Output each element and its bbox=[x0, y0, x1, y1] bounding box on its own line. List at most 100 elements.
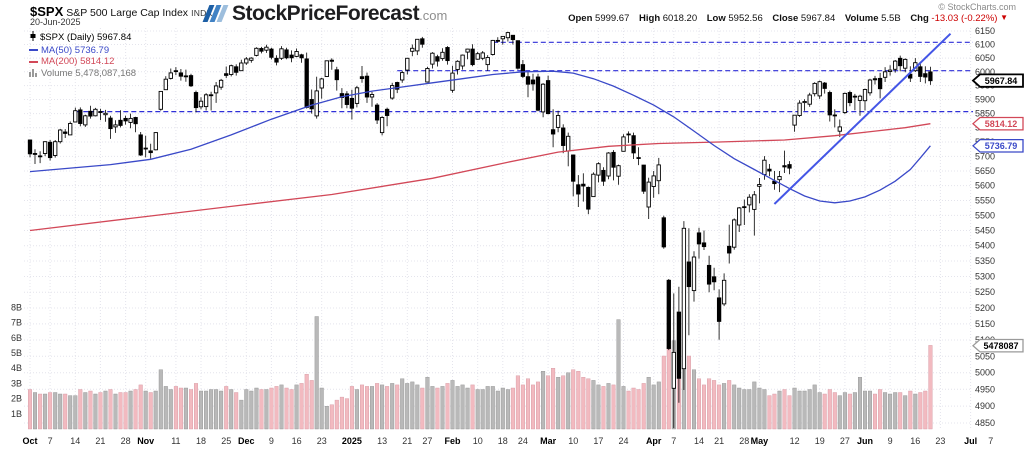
svg-text:13: 13 bbox=[377, 436, 387, 446]
svg-text:21: 21 bbox=[714, 436, 724, 446]
open-label: Open bbox=[568, 13, 593, 24]
svg-text:Apr: Apr bbox=[646, 436, 662, 446]
logo-suffix: .com bbox=[419, 8, 448, 23]
close-value: 5967.84 bbox=[800, 13, 836, 24]
svg-text:21: 21 bbox=[402, 436, 412, 446]
svg-text:9: 9 bbox=[269, 436, 274, 446]
svg-text:5600: 5600 bbox=[975, 181, 995, 191]
svg-text:25: 25 bbox=[221, 436, 231, 446]
svg-text:21: 21 bbox=[95, 436, 105, 446]
svg-text:6100: 6100 bbox=[975, 40, 995, 50]
logo-text: StockPriceForecast bbox=[232, 2, 420, 25]
svg-text:5500: 5500 bbox=[975, 210, 995, 220]
svg-text:27: 27 bbox=[422, 436, 432, 446]
svg-text:17: 17 bbox=[593, 436, 603, 446]
svg-text:5050: 5050 bbox=[975, 351, 995, 361]
chart-legend: $SPX (Daily) 5967.84 MA(50) 5736.79 MA(2… bbox=[29, 31, 136, 80]
ma50-line-icon bbox=[29, 49, 38, 52]
svg-text:24: 24 bbox=[518, 436, 528, 446]
svg-text:5300: 5300 bbox=[975, 272, 995, 282]
svg-text:16: 16 bbox=[292, 436, 302, 446]
svg-text:5150: 5150 bbox=[975, 319, 995, 329]
svg-text:4B: 4B bbox=[11, 363, 22, 373]
symbol: $SPX bbox=[30, 4, 64, 19]
legend-series: $SPX (Daily) 5967.84 bbox=[40, 32, 132, 43]
svg-text:24: 24 bbox=[618, 436, 628, 446]
svg-text:4950: 4950 bbox=[975, 384, 995, 394]
svg-text:28: 28 bbox=[739, 436, 749, 446]
chart-date: 20-Jun-2025 bbox=[30, 17, 81, 27]
svg-text:14: 14 bbox=[70, 436, 80, 446]
svg-text:5350: 5350 bbox=[975, 256, 995, 266]
svg-text:6000: 6000 bbox=[975, 67, 995, 77]
svg-text:2025: 2025 bbox=[342, 436, 362, 446]
svg-text:5650: 5650 bbox=[975, 166, 995, 176]
svg-text:18: 18 bbox=[498, 436, 508, 446]
logo-slashes-icon bbox=[202, 5, 229, 25]
svg-text:23: 23 bbox=[317, 436, 327, 446]
svg-text:5814.12: 5814.12 bbox=[985, 119, 1018, 129]
svg-text:4850: 4850 bbox=[975, 418, 995, 428]
svg-text:5400: 5400 bbox=[975, 241, 995, 251]
svg-text:Nov: Nov bbox=[137, 436, 154, 446]
chg-value: -13.03 (-0.22%) bbox=[931, 13, 998, 24]
svg-text:Dec: Dec bbox=[238, 436, 255, 446]
svg-text:5B: 5B bbox=[11, 348, 22, 358]
svg-text:5478087: 5478087 bbox=[983, 341, 1018, 351]
svg-text:7: 7 bbox=[48, 436, 53, 446]
svg-text:5200: 5200 bbox=[975, 303, 995, 313]
high-value: 6018.20 bbox=[662, 13, 698, 24]
svg-text:Jul: Jul bbox=[964, 436, 977, 446]
svg-text:2B: 2B bbox=[11, 394, 22, 404]
stockcharts-credit: © StockCharts.com bbox=[938, 2, 1016, 12]
svg-text:5000: 5000 bbox=[975, 368, 995, 378]
quote-bar: Open 5999.67 High 6018.20 Low 5952.56 Cl… bbox=[561, 13, 1008, 24]
svg-text:6050: 6050 bbox=[975, 53, 995, 63]
svg-text:18: 18 bbox=[196, 436, 206, 446]
stockpriceforecast-logo: StockPriceForecast.com bbox=[202, 2, 448, 26]
svg-text:10: 10 bbox=[568, 436, 578, 446]
svg-text:5450: 5450 bbox=[975, 226, 995, 236]
svg-text:4900: 4900 bbox=[975, 401, 995, 411]
svg-text:5900: 5900 bbox=[975, 95, 995, 105]
close-label: Close bbox=[772, 13, 799, 24]
svg-text:5700: 5700 bbox=[975, 151, 995, 161]
exchange: INDX bbox=[191, 8, 213, 18]
high-label: High bbox=[639, 13, 661, 24]
low-value: 5952.56 bbox=[728, 13, 763, 24]
svg-text:11: 11 bbox=[171, 436, 180, 446]
svg-text:28: 28 bbox=[121, 436, 131, 446]
svg-text:Oct: Oct bbox=[22, 436, 37, 446]
svg-text:5736.79: 5736.79 bbox=[985, 141, 1018, 151]
legend-ma50: MA(50) 5736.79 bbox=[41, 44, 110, 56]
index-name: S&P 500 Large Cap Index bbox=[66, 7, 189, 19]
svg-text:5850: 5850 bbox=[975, 109, 995, 119]
svg-text:14: 14 bbox=[694, 436, 704, 446]
svg-text:6150: 6150 bbox=[975, 26, 995, 36]
svg-text:Feb: Feb bbox=[444, 436, 461, 446]
svg-text:5967.84: 5967.84 bbox=[985, 76, 1018, 86]
chg-down-icon: ▼ bbox=[1000, 13, 1008, 22]
svg-text:May: May bbox=[751, 436, 769, 446]
svg-text:5550: 5550 bbox=[975, 196, 995, 206]
volume-bars-icon bbox=[29, 68, 38, 81]
svg-text:7: 7 bbox=[671, 436, 676, 446]
svg-text:19: 19 bbox=[815, 436, 825, 446]
svg-text:5250: 5250 bbox=[975, 287, 995, 297]
svg-text:Mar: Mar bbox=[540, 436, 557, 446]
volume-label: Volume bbox=[844, 13, 879, 24]
svg-text:7B: 7B bbox=[11, 318, 22, 328]
svg-text:Jun: Jun bbox=[857, 436, 873, 446]
svg-text:27: 27 bbox=[840, 436, 850, 446]
chart-title: $SPX S&P 500 Large Cap Index INDX bbox=[30, 3, 213, 21]
low-label: Low bbox=[706, 13, 726, 24]
svg-text:1B: 1B bbox=[11, 409, 22, 419]
svg-text:16: 16 bbox=[910, 436, 920, 446]
svg-text:8B: 8B bbox=[11, 302, 22, 312]
legend-ma200: MA(200) 5814.12 bbox=[41, 56, 115, 67]
candlestick-icon bbox=[29, 31, 37, 45]
ma200-line-icon bbox=[29, 60, 38, 63]
svg-text:12: 12 bbox=[790, 436, 800, 446]
chg-label: Chg bbox=[910, 13, 929, 24]
